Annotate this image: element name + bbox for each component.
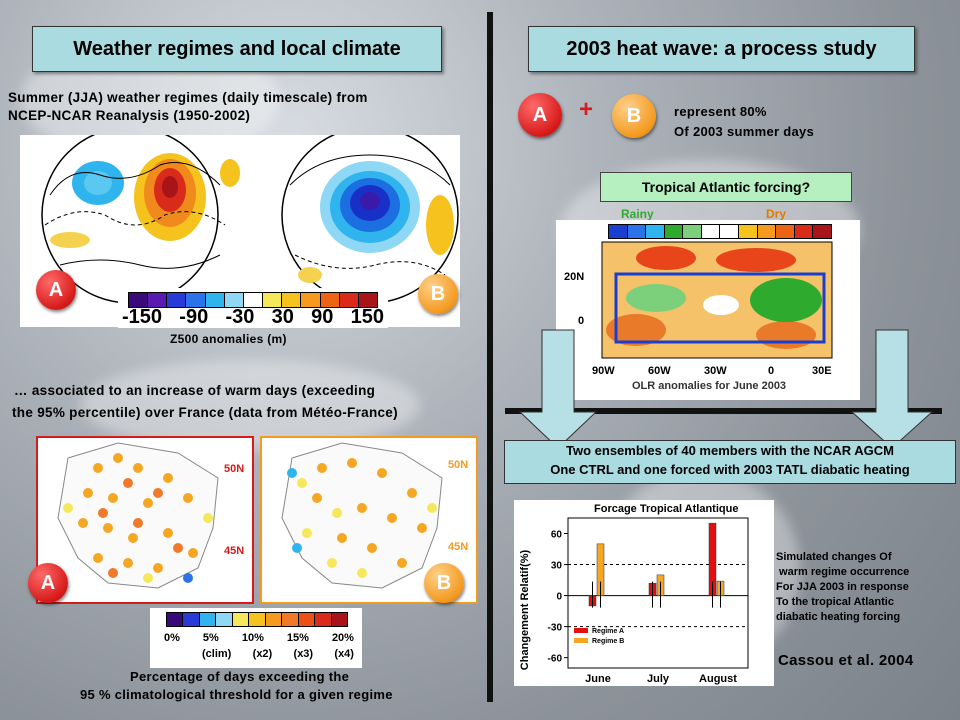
regime-b-top: B xyxy=(612,94,656,138)
citation: Cassou et al. 2004 xyxy=(778,652,914,669)
sim-line: warm regime occurrence xyxy=(776,566,910,578)
rainy-label: Rainy xyxy=(621,207,654,221)
france-map-a-svg: 50N 45N xyxy=(57,442,244,589)
z500-tick: -90 xyxy=(179,306,209,328)
pct-colorbar-panel: 0% 5% 10% 15% 20% (clim) (x2) (x3) (x4) xyxy=(150,608,362,668)
right-title: 2003 heat wave: a process study xyxy=(528,26,915,72)
regime-a-badge: A xyxy=(36,270,76,310)
olr-caption: OLR anomalies for June 2003 xyxy=(632,380,787,392)
z500-tick: 150 xyxy=(350,306,384,328)
represent-line-1: represent 80% xyxy=(674,104,767,119)
plus-sign: + xyxy=(579,96,594,123)
lat-50n-a: 50N xyxy=(224,463,244,475)
france-map-b: 50N 45N xyxy=(260,436,478,604)
arrow-right xyxy=(850,329,934,449)
olr-lat-0: 0 xyxy=(578,315,584,327)
pct-tick: 5% xyxy=(202,632,219,644)
z500-tick: 90 xyxy=(311,306,334,328)
france-map-a: 50N 45N xyxy=(36,436,254,604)
sim-line: Simulated changes Of xyxy=(776,551,892,563)
z500-tick: 30 xyxy=(271,306,294,328)
horizontal-divider xyxy=(505,408,942,414)
intro-line-1: Summer (JJA) weather regimes (daily time… xyxy=(8,90,368,105)
intro-line-2: NCEP-NCAR Reanalysis (1950-2002) xyxy=(8,108,251,123)
olr-lon: 90W xyxy=(592,365,615,377)
forcing-chart: Forcage Tropical Atlantique Changement R… xyxy=(519,503,749,685)
z500-colorbar-panel: -150 -90 -30 30 90 150 xyxy=(118,288,388,328)
olr-lon: 30W xyxy=(704,365,727,377)
vertical-divider xyxy=(487,12,493,702)
x-tick-label: August xyxy=(699,673,737,685)
chart-title: Forcage Tropical Atlantique xyxy=(594,503,738,515)
y-tick-label: 30 xyxy=(551,561,563,572)
pct-subtick: (x2) xyxy=(252,648,273,660)
pct-subtick: (x3) xyxy=(293,648,314,660)
lat-45n-b: 45N xyxy=(448,541,468,553)
assoc-line-2: the 95% percentile) over France (data fr… xyxy=(12,405,398,420)
pct-subtick: (x4) xyxy=(334,648,354,660)
regime-b-badge: B xyxy=(418,274,458,314)
legend-swatch xyxy=(574,638,588,643)
ensemble-line-2: One CTRL and one forced with 2003 TATL d… xyxy=(550,462,910,477)
sim-text: Simulated changes Of warm regime occurre… xyxy=(776,550,909,625)
chart-frame xyxy=(567,517,749,669)
france-map-b-svg: 50N 45N xyxy=(281,442,468,589)
sim-line: To the tropical Atlantic xyxy=(776,596,894,608)
pct-subtick: (clim) xyxy=(202,648,232,660)
olr-map: 20N 0 90W 60W 30W 0 30E xyxy=(564,241,833,377)
regime-a-badge-map: A xyxy=(28,563,68,603)
pct-tick: 20% xyxy=(331,632,354,644)
olr-lon: 60W xyxy=(648,365,671,377)
x-tick-label: June xyxy=(585,673,611,685)
pct-caption-2: 95 % climatological threshold for a give… xyxy=(80,687,393,702)
sim-line: For JJA 2003 in response xyxy=(776,581,909,593)
lat-45n-a: 45N xyxy=(224,545,244,557)
olr-lon: 30E xyxy=(812,365,832,377)
pct-caption-1: Percentage of days exceeding the xyxy=(130,669,350,684)
globe-regime-a xyxy=(41,126,240,304)
z500-maps-panel xyxy=(20,126,460,327)
forcing-chart-panel: Forcage Tropical Atlantique Changement R… xyxy=(514,500,774,686)
pct-colorbar xyxy=(166,612,348,627)
legend-swatch xyxy=(574,628,588,633)
chart-ylabel: Changement Relatif(%) xyxy=(519,549,531,670)
lat-50n-b: 50N xyxy=(448,459,468,471)
z500-colorbar xyxy=(128,292,378,308)
legend-label: Regime A xyxy=(592,628,624,635)
regime-b-badge-map: B xyxy=(424,563,464,603)
legend-label: Regime B xyxy=(592,638,624,645)
ensemble-box: Two ensembles of 40 members with the NCA… xyxy=(504,440,956,484)
left-title: Weather regimes and local climate xyxy=(32,26,442,72)
y-tick-label: -60 xyxy=(548,654,563,665)
x-tick-label: July xyxy=(647,673,670,685)
olr-panel: 20N 0 90W 60W 30W 0 30E OLR anomalies fo… xyxy=(556,220,860,400)
assoc-line-1: … associated to an increase of warm days… xyxy=(14,383,376,398)
y-tick-label: 60 xyxy=(551,530,563,541)
olr-colorbar xyxy=(608,224,832,239)
z500-tick: -30 xyxy=(225,306,255,328)
y-tick-label: 0 xyxy=(556,592,562,603)
olr-lon: 0 xyxy=(768,365,774,377)
z500-tick: -150 xyxy=(122,306,163,328)
pct-tick: 15% xyxy=(286,632,309,644)
tatl-label: Tropical Atlantic forcing? xyxy=(600,172,852,202)
sim-line: diabatic heating forcing xyxy=(776,611,901,623)
pct-tick: 10% xyxy=(241,632,264,644)
dry-label: Dry xyxy=(766,207,787,221)
ensemble-line-1: Two ensembles of 40 members with the NCA… xyxy=(566,443,894,458)
olr-lat-20n: 20N xyxy=(564,271,584,283)
represent-line-2: Of 2003 summer days xyxy=(674,124,815,139)
z500-maps xyxy=(41,126,459,304)
z500-caption: Z500 anomalies (m) xyxy=(170,332,287,346)
regime-a-top: A xyxy=(518,93,562,137)
y-tick-label: -30 xyxy=(548,623,563,634)
pct-tick: 0% xyxy=(164,632,180,644)
